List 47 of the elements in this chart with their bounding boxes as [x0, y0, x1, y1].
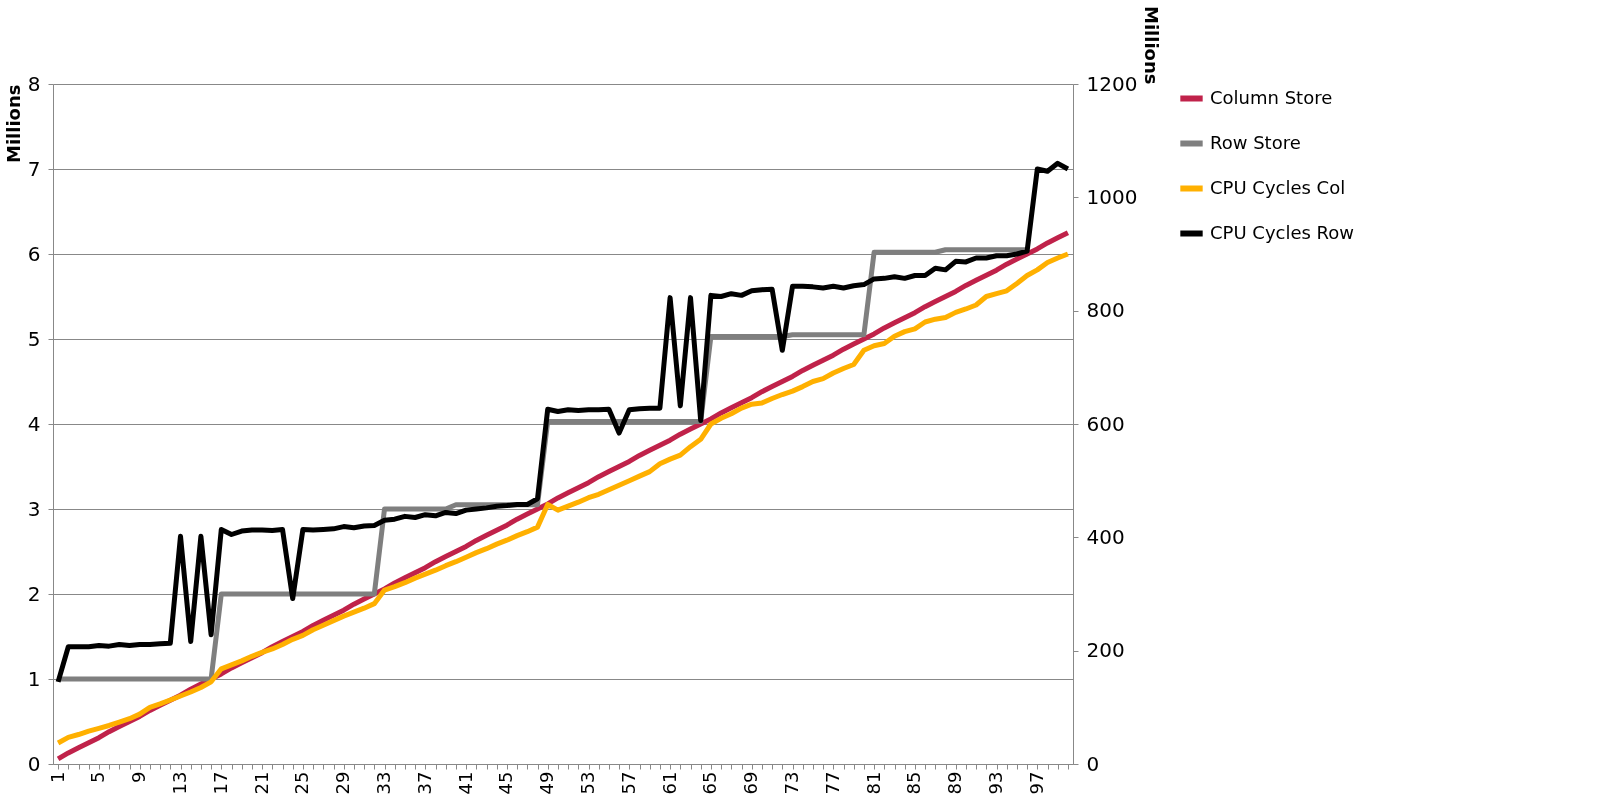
y-tick-label: 0 — [27, 751, 41, 776]
x-tick-label: 45 — [495, 771, 517, 795]
x-tick-label: 9 — [128, 771, 150, 783]
y2-tick-label: 1200 — [1086, 71, 1138, 96]
x-tick-label: 53 — [577, 771, 598, 795]
x-tick-label: 77 — [821, 771, 843, 795]
y-tick-label: 6 — [27, 241, 41, 266]
x-tick-label: 85 — [903, 771, 925, 795]
y2-tick-label: 1000 — [1086, 184, 1138, 209]
x-tick-label: 29 — [332, 771, 354, 795]
legend-label: Row Store — [1210, 131, 1301, 153]
legend-label: CPU Cycles Row — [1210, 221, 1355, 243]
legend-label: CPU Cycles Col — [1210, 176, 1346, 198]
y2-tick-label: 0 — [1086, 751, 1100, 776]
x-tick-label: 65 — [699, 771, 721, 795]
x-tick-label: 13 — [169, 771, 190, 795]
x-tick-label: 5 — [87, 771, 109, 783]
y-axis-title: Millions — [2, 84, 24, 163]
x-tick-label: 93 — [985, 771, 1006, 795]
x-tick-label: 17 — [209, 771, 231, 795]
x-tick-label: 33 — [373, 771, 394, 795]
y2-tick-label: 800 — [1086, 298, 1125, 323]
x-tick-label: 97 — [1025, 771, 1047, 795]
x-tick-label: 21 — [250, 771, 272, 795]
x-tick-label: 1 — [46, 771, 68, 783]
y2-tick-label: 400 — [1086, 524, 1125, 549]
y2-tick-label: 600 — [1086, 411, 1125, 436]
y-tick-label: 7 — [27, 156, 41, 181]
x-tick-label: 41 — [454, 771, 476, 795]
y-tick-label: 4 — [27, 411, 41, 436]
x-tick-label: 37 — [413, 771, 435, 795]
y-tick-label: 3 — [27, 496, 41, 521]
y-tick-label: 2 — [27, 581, 41, 606]
y-tick-label: 8 — [27, 71, 41, 96]
x-tick-label: 49 — [536, 771, 558, 795]
x-tick-label: 57 — [617, 771, 639, 795]
x-tick-label: 81 — [862, 771, 884, 795]
x-tick-label: 73 — [781, 771, 802, 795]
y-tick-label: 1 — [27, 666, 41, 691]
y2-tick-label: 200 — [1086, 638, 1125, 663]
y2-axis-title: Millions — [1141, 6, 1163, 85]
y-tick-label: 5 — [27, 326, 41, 351]
x-tick-label: 25 — [291, 771, 313, 795]
legend-label: Column Store — [1210, 86, 1333, 108]
x-tick-label: 69 — [740, 771, 762, 795]
x-tick-label: 89 — [944, 771, 966, 795]
x-tick-label: 61 — [658, 771, 680, 795]
